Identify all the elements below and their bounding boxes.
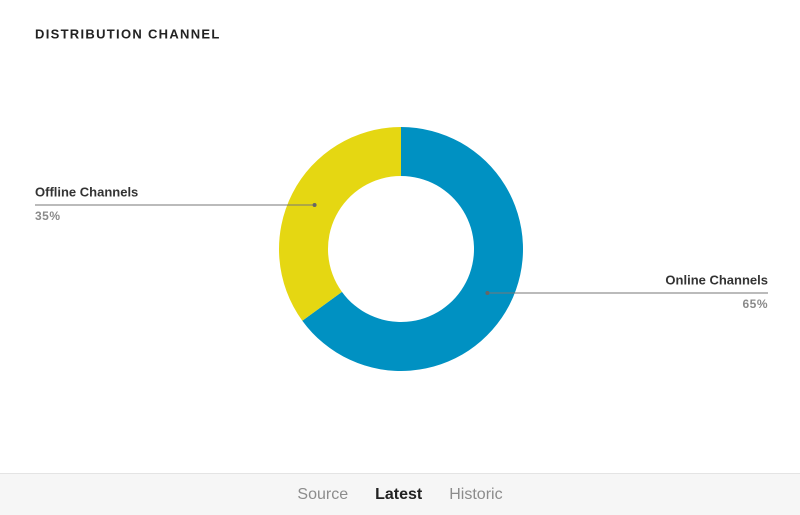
chart: DISTRIBUTION CHANNEL Online Channels 65% O… <box>35 26 768 371</box>
tab-bar: Source Latest Historic <box>0 473 800 515</box>
slice-value: 35% <box>35 209 61 223</box>
slice-label: Online Channels <box>665 272 768 287</box>
chart-title: DISTRIBUTION CHANNEL <box>35 26 221 41</box>
callout-dot <box>485 291 490 296</box>
callout-dot <box>312 202 317 207</box>
slice-value: 65% <box>742 297 768 311</box>
tab[interactable]: Source <box>297 485 349 503</box>
donut-segment <box>302 127 523 371</box>
tab[interactable]: Latest <box>375 485 423 503</box>
donut-segment <box>279 127 401 321</box>
slice-label: Offline Channels <box>35 184 138 199</box>
tab[interactable]: Historic <box>449 485 503 503</box>
